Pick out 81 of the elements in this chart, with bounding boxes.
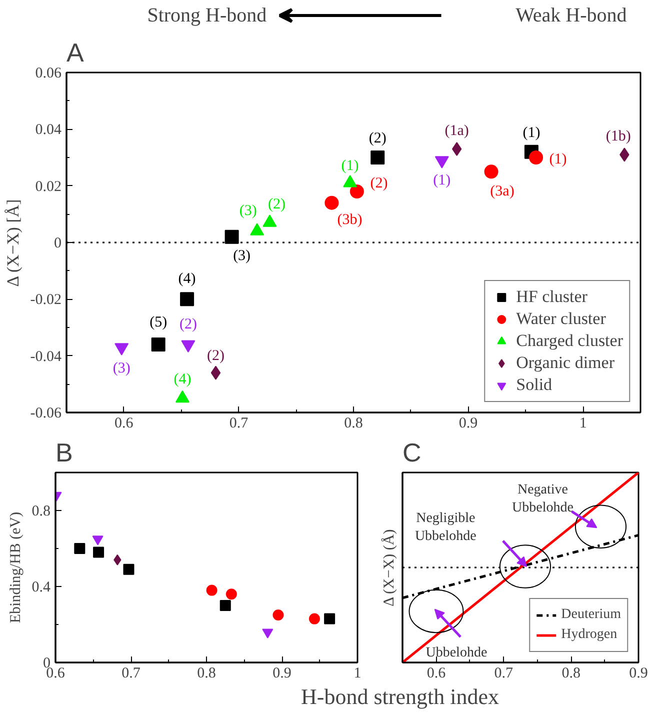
point — [324, 613, 336, 624]
x-tick-label: 0.9 — [629, 666, 648, 682]
annotation: (1a) — [444, 123, 469, 139]
y-tick-label: -0.02 — [30, 292, 62, 308]
x-tick-label: 0.7 — [229, 416, 249, 432]
annotation: Negligible Ubbelohde — [414, 511, 476, 544]
annotation: (3a) — [490, 184, 514, 200]
x-tick-label: 1 — [579, 416, 587, 432]
legend-label: Water cluster — [516, 309, 606, 329]
text: Weak H-bond — [516, 4, 627, 26]
point — [350, 184, 364, 198]
x-tick-label: 1 — [354, 666, 362, 682]
point — [324, 196, 339, 210]
y-axis-title: Δ (X−X) (Å) — [380, 529, 398, 607]
annotation: (2) — [206, 348, 224, 364]
y-tick-label: 0 — [54, 236, 62, 252]
annotation: (5) — [150, 314, 168, 330]
annotation: (1) — [549, 152, 567, 168]
x-tick-label: 0.7 — [494, 666, 514, 682]
y-axis-title: Ebinding/HB (eV) — [8, 512, 24, 624]
annotation: (2) — [370, 176, 388, 192]
legend-label: Solid — [516, 375, 552, 395]
y-tick-label: 0.4 — [32, 580, 51, 596]
x-tick-label: 0.6 — [426, 666, 446, 682]
legend-label: HF cluster — [516, 287, 588, 307]
point — [529, 150, 544, 164]
point — [74, 543, 86, 554]
annotation: (3b) — [337, 212, 362, 228]
chart-title: A — [66, 38, 84, 68]
y-tick-label: -0.04 — [30, 348, 62, 365]
point — [262, 628, 274, 638]
annotation: (4) — [174, 371, 192, 388]
point — [93, 546, 104, 558]
chart-title: C — [402, 438, 422, 468]
point — [226, 588, 237, 600]
x-tick-label: 0.6 — [114, 416, 134, 432]
point — [206, 584, 218, 596]
annotation: (4) — [178, 271, 196, 288]
annotation: Negative Ubbelohde — [512, 482, 574, 516]
point — [308, 613, 320, 624]
x-tick-label: 0.9 — [272, 666, 292, 682]
x-tick-label: 0.8 — [197, 666, 216, 682]
point — [452, 142, 462, 156]
annotation: Ubbelohde — [426, 646, 488, 660]
point — [224, 230, 239, 244]
annotation: (1) — [433, 172, 451, 188]
annotation: (2) — [268, 196, 286, 213]
annotation: (2) — [179, 316, 197, 332]
point — [151, 338, 166, 352]
y-tick-label: 0.8 — [32, 504, 50, 520]
point — [370, 150, 385, 164]
y-tick-label: 0.02 — [35, 178, 62, 195]
y-axis-title: Δ (X−X) [Å] — [3, 199, 22, 287]
annotation: (3) — [239, 203, 257, 220]
x-tick-label: 0.9 — [458, 416, 478, 432]
point — [123, 564, 134, 575]
point — [272, 610, 284, 620]
point — [92, 536, 104, 546]
legend-label: Deuterium — [561, 607, 621, 623]
annotation: (1b) — [606, 128, 631, 145]
y-tick-label: 0.04 — [35, 122, 62, 138]
annotation: (3) — [233, 248, 251, 264]
x-tick-label: 0.8 — [562, 666, 580, 682]
point — [220, 600, 231, 611]
annotation: (1) — [341, 158, 359, 174]
y-tick-label: -0.06 — [30, 406, 62, 422]
point — [180, 292, 194, 306]
x-tick-label: 0.7 — [122, 666, 141, 682]
chart-title: B — [56, 438, 73, 468]
annotation: (1) — [522, 124, 540, 141]
text: Strong H-bond — [147, 4, 267, 26]
legend-label: Organic dimer — [516, 353, 614, 373]
y-tick-label: 0.06 — [35, 66, 62, 82]
legend-label: Hydrogen — [561, 627, 618, 643]
legend-label: Charged cluster — [516, 331, 623, 351]
annotation: (2) — [368, 130, 386, 146]
x-axis-title: H-bond strength index — [301, 684, 499, 709]
point — [484, 164, 498, 179]
annotation: (3) — [112, 360, 130, 376]
point — [210, 366, 221, 380]
x-tick-label: 0.8 — [344, 416, 363, 432]
